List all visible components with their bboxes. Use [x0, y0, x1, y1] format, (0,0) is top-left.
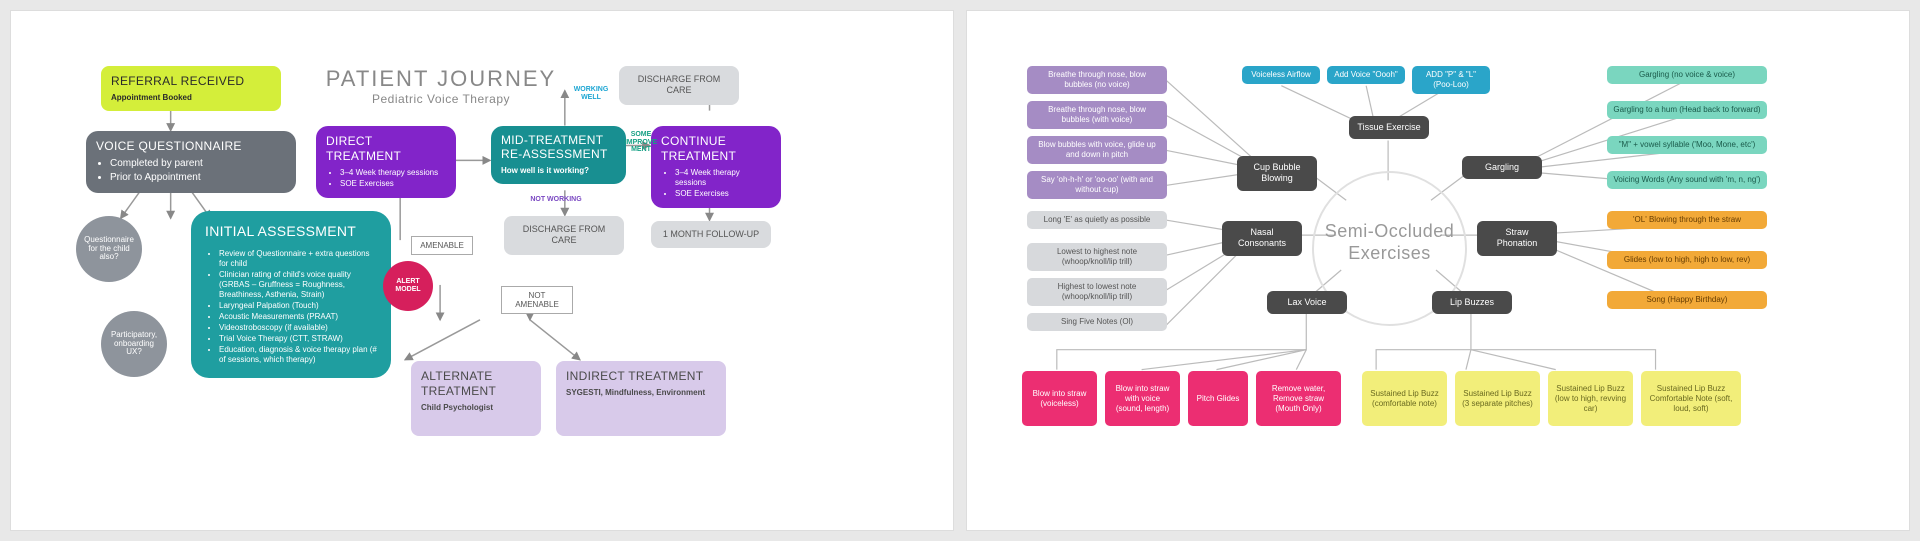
exercises-panel: Semi-Occluded Exercises Cup Bubble Blowi…	[966, 10, 1910, 531]
direct-b0: 3–4 Week therapy sessions	[340, 168, 446, 178]
hub-tissue: Tissue Exercise	[1349, 116, 1429, 139]
voiceq-b1: Prior to Appointment	[110, 172, 286, 185]
lip-1: Sustained Lip Buzz (3 separate pitches)	[1455, 371, 1540, 426]
cont-title: CONTINUE TREATMENT	[661, 134, 771, 164]
direct-title: DIRECT TREATMENT	[326, 134, 446, 164]
init-b2: Laryngeal Palpation (Touch)	[219, 301, 377, 311]
q2-circle: Participatory, onboarding UX?	[101, 311, 167, 377]
cup-3: Say 'oh-h-h' or 'oo-oo' (with and withou…	[1027, 171, 1167, 199]
nasal-3: Sing Five Notes (Ol)	[1027, 313, 1167, 331]
straw-0: 'OL' Blowing through the straw	[1607, 211, 1767, 229]
q1-label: Questionnaire for the child also?	[82, 236, 136, 262]
init-b5: Trial Voice Therapy (CTT, STRAW)	[219, 334, 377, 344]
indirect-node: INDIRECT TREATMENT SYGESTI, Mindfulness,…	[556, 361, 726, 436]
voiceq-title: VOICE QUESTIONNAIRE	[96, 139, 286, 154]
left-title: PATIENT JOURNEY Pediatric Voice Therapy	[311, 66, 571, 106]
garg-2: "M" + vowel syllable ('Moo, Mone, etc')	[1607, 136, 1767, 154]
lax-0: Blow into straw (voiceless)	[1022, 371, 1097, 426]
direct-node: DIRECT TREATMENT 3–4 Week therapy sessio…	[316, 126, 456, 198]
nasal-0: Long 'E' as quietly as possible	[1027, 211, 1167, 229]
amenable-box: AMENABLE	[411, 236, 473, 255]
center-title: Semi-Occluded Exercises	[1317, 221, 1462, 264]
someimprove-label: SOME IMPROVE MENT	[621, 131, 661, 154]
hub-gargling: Gargling	[1462, 156, 1542, 179]
nasal-1: Lowest to highest note (whoop/knoll/lip …	[1027, 243, 1167, 271]
mid-node: MID-TREATMENT RE-ASSESSMENT How well is …	[491, 126, 626, 184]
initial-node: INITIAL ASSESSMENT Review of Questionnai…	[191, 211, 391, 378]
init-b4: Videostroboscopy (if available)	[219, 323, 377, 333]
mid-title: MID-TREATMENT RE-ASSESSMENT	[501, 134, 616, 162]
tissue-1: Add Voice "Oooh"	[1327, 66, 1405, 84]
voiceq-b0: Completed by parent	[110, 158, 286, 171]
continue-node: CONTINUE TREATMENT 3–4 Week therapy sess…	[651, 126, 781, 208]
init-b0: Review of Questionnaire + extra question…	[219, 249, 377, 269]
hub-laxvoice: Lax Voice	[1267, 291, 1347, 314]
dischargetop-node: DISCHARGE FROM CARE	[619, 66, 739, 105]
notworking-label: NOT WORKING	[526, 196, 586, 204]
alt-sub: Child Psychologist	[421, 403, 531, 413]
hub-straw: Straw Phonation	[1477, 221, 1557, 256]
init-b1: Clinician rating of child's voice qualit…	[219, 270, 377, 300]
hub-lipbuzz: Lip Buzzes	[1432, 291, 1512, 314]
cup-0: Breathe through nose, blow bubbles (no v…	[1027, 66, 1167, 94]
cup-1: Breathe through nose, blow bubbles (with…	[1027, 101, 1167, 129]
subtitle-text: Pediatric Voice Therapy	[311, 92, 571, 106]
straw-1: Glides (low to high, high to low, rev)	[1607, 251, 1767, 269]
notamenable-box: NOT AMENABLE	[501, 286, 573, 314]
garg-3: Voicing Words (Any sound with 'm, n, ng'…	[1607, 171, 1767, 189]
patient-journey-panel: PATIENT JOURNEY Pediatric Voice Therapy …	[10, 10, 954, 531]
tissue-0: Voiceless Airflow	[1242, 66, 1320, 84]
lip-3: Sustained Lip Buzz Comfortable Note (sof…	[1641, 371, 1741, 426]
lax-3: Remove water, Remove straw (Mouth Only)	[1256, 371, 1341, 426]
referral-sub: Appointment Booked	[111, 93, 271, 103]
init-b6: Education, diagnosis & voice therapy pla…	[219, 345, 377, 365]
alert-label: ALERT MODEL	[389, 278, 427, 293]
straw-2: Song (Happy Birthday)	[1607, 291, 1767, 309]
lax-1: Blow into straw with voice (sound, lengt…	[1105, 371, 1180, 426]
garg-1: Gargling to a hum (Head back to forward)	[1607, 101, 1767, 119]
mid-sub: How well is it working?	[501, 166, 616, 176]
direct-b1: SOE Exercises	[340, 179, 446, 189]
workingwell-label: WORKING WELL	[566, 86, 616, 101]
referral-title: REFERRAL RECEIVED	[111, 74, 271, 89]
initial-title: INITIAL ASSESSMENT	[205, 223, 377, 241]
dischargemid-node: DISCHARGE FROM CARE	[504, 216, 624, 255]
hub-cupbubble: Cup Bubble Blowing	[1237, 156, 1317, 191]
init-b3: Acoustic Measurements (PRAAT)	[219, 312, 377, 322]
alt-node: ALTERNATE TREATMENT Child Psychologist	[411, 361, 541, 436]
q2-label: Participatory, onboarding UX?	[107, 331, 161, 357]
lip-0: Sustained Lip Buzz (comfortable note)	[1362, 371, 1447, 426]
title-text: PATIENT JOURNEY	[311, 66, 571, 92]
cup-2: Blow bubbles with voice, glide up and do…	[1027, 136, 1167, 164]
nasal-2: Highest to lowest note (whoop/knoll/lip …	[1027, 278, 1167, 306]
referral-node: REFERRAL RECEIVED Appointment Booked	[101, 66, 281, 111]
hub-nasal: Nasal Consonants	[1222, 221, 1302, 256]
alt-title: ALTERNATE TREATMENT	[421, 369, 531, 399]
alert-circle: ALERT MODEL	[383, 261, 433, 311]
tissue-2: ADD "P" & "L" (Poo-Loo)	[1412, 66, 1490, 94]
voiceq-node: VOICE QUESTIONNAIRE Completed by parent …	[86, 131, 296, 193]
garg-0: Gargling (no voice & voice)	[1607, 66, 1767, 84]
q1-circle: Questionnaire for the child also?	[76, 216, 142, 282]
cont-b1: SOE Exercises	[675, 189, 771, 199]
lax-2: Pitch Glides	[1188, 371, 1248, 426]
indirect-title: INDIRECT TREATMENT	[566, 369, 716, 384]
followup-node: 1 MONTH FOLLOW-UP	[651, 221, 771, 248]
indirect-sub: SYGESTI, Mindfulness, Environment	[566, 388, 716, 398]
cont-b0: 3–4 Week therapy sessions	[675, 168, 771, 188]
lip-2: Sustained Lip Buzz (low to high, revving…	[1548, 371, 1633, 426]
